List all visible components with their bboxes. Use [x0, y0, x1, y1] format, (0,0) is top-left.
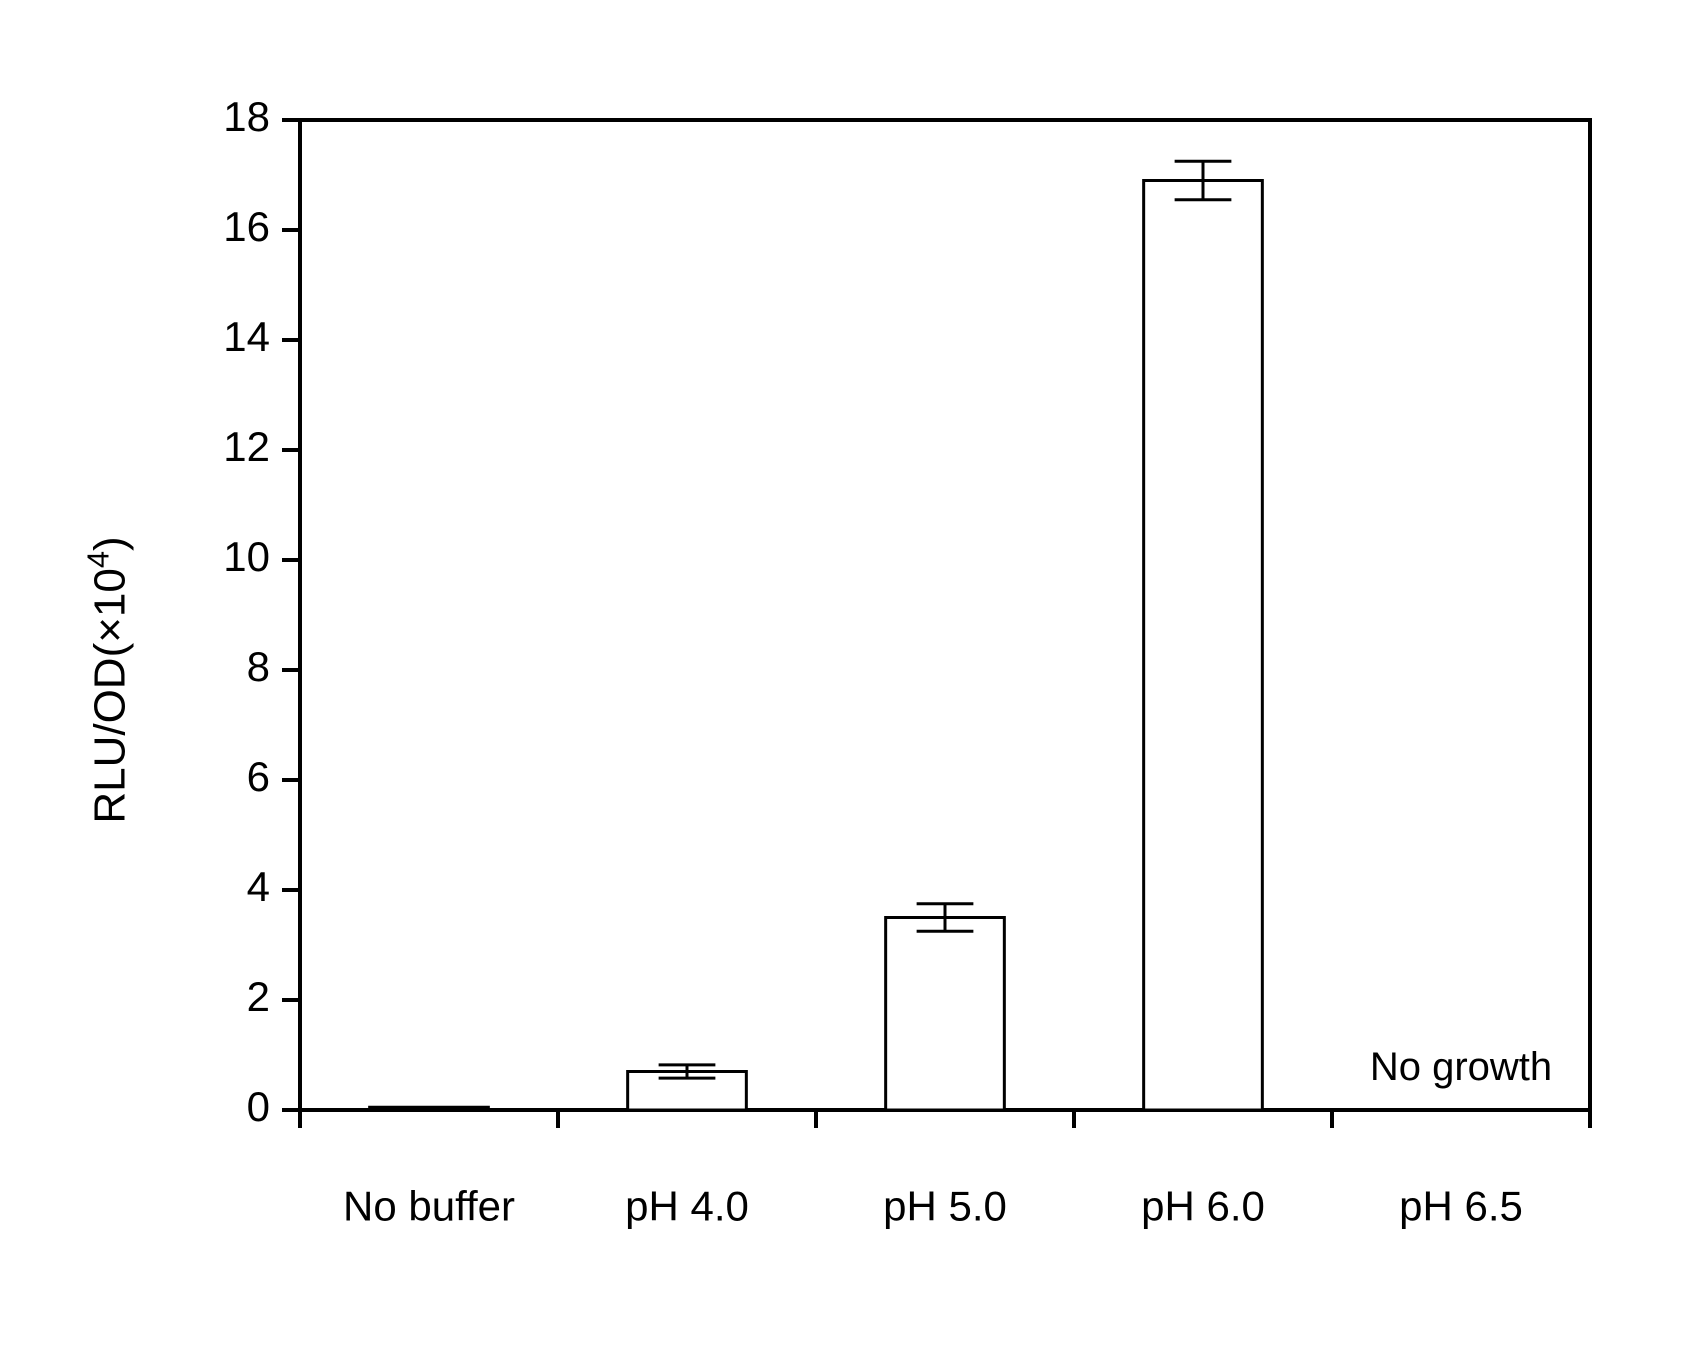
bar-chart: 0 2 4 6 8 10 12 14 16 18 No buffer pH 4.0 pH 5.0 pH 6…: [90, 80, 1610, 1280]
svg-text:No growth: No growth: [1370, 1045, 1552, 1089]
svg-text:18: 18: [223, 93, 270, 140]
svg-text:2: 2: [247, 973, 270, 1020]
svg-text:6: 6: [247, 753, 270, 800]
ylabel-base: 10: [85, 568, 134, 617]
svg-text:pH 6.0: pH 6.0: [1141, 1182, 1265, 1229]
ylabel-times: ×: [85, 617, 134, 643]
ylabel-prefix: RLU/OD(: [85, 643, 134, 824]
svg-text:8: 8: [247, 643, 270, 690]
ylabel-exp: 4: [81, 551, 116, 568]
svg-text:14: 14: [223, 313, 270, 360]
svg-text:10: 10: [223, 533, 270, 580]
svg-text:16: 16: [223, 203, 270, 250]
ylabel-suffix: ): [85, 536, 134, 551]
svg-text:pH 5.0: pH 5.0: [883, 1182, 1007, 1229]
svg-text:pH 6.5: pH 6.5: [1399, 1182, 1523, 1229]
svg-text:0: 0: [247, 1083, 270, 1130]
svg-text:4: 4: [247, 863, 270, 910]
chart-container: RLU/OD(×104) 024681012141618No bufferpH …: [90, 80, 1610, 1280]
y-axis-label: RLU/OD(×104): [81, 536, 136, 823]
svg-text:pH 4.0: pH 4.0: [625, 1182, 749, 1229]
svg-text:12: 12: [223, 423, 270, 470]
svg-text:No buffer: No buffer: [343, 1182, 515, 1229]
